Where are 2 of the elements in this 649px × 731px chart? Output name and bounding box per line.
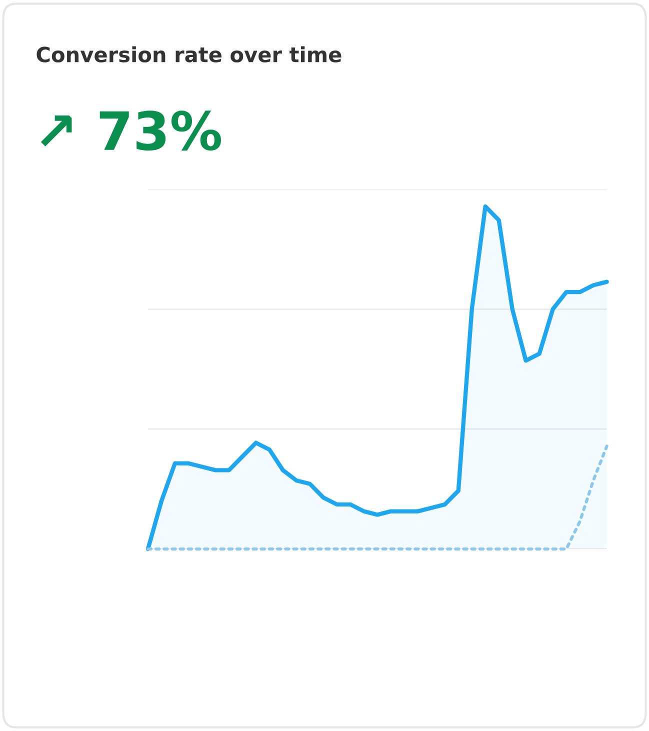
chart-subtitle: ↗ 73% (40, 110, 221, 151)
chart-title: Conversion rate over time (36, 46, 342, 62)
